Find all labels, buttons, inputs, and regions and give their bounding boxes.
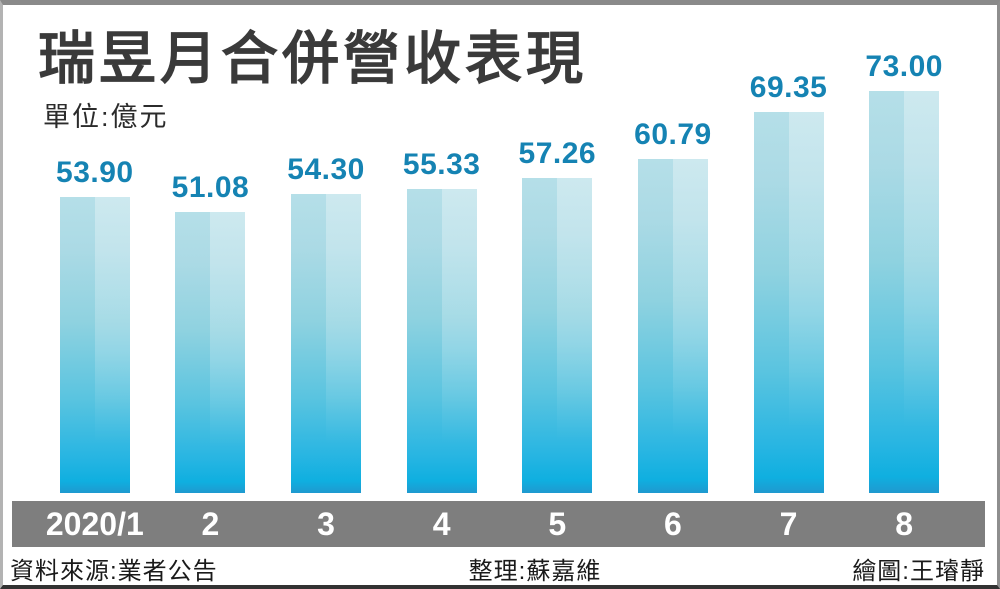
x-axis-label: 5 (548, 505, 567, 542)
bar (753, 112, 824, 493)
bar-column: 55.33 (384, 148, 500, 493)
bar (637, 159, 708, 493)
bar (522, 178, 593, 493)
bar (59, 197, 130, 493)
bar-highlight (94, 197, 130, 458)
x-axis-band: 2020/1 2 3 4 5 6 7 8 (12, 501, 985, 547)
bar-value-label: 57.26 (518, 137, 597, 170)
bar-column: 73.00 (846, 50, 962, 493)
x-axis-label: 6 (664, 505, 682, 542)
x-axis-label: 7 (779, 505, 798, 542)
x-axis-label: 3 (317, 505, 335, 542)
bar (869, 91, 940, 493)
x-axis-label: 8 (895, 505, 914, 542)
bar-highlight (672, 159, 708, 453)
bar-highlight (557, 178, 593, 456)
x-axis-label: 4 (432, 505, 451, 542)
bar-highlight (904, 91, 940, 445)
bar-value-label: 55.33 (402, 148, 481, 181)
chart-title: 瑞昱月合併營收表現 (38, 27, 587, 91)
bar-highlight (210, 212, 246, 460)
x-axis-label: 2020/1 (45, 505, 144, 542)
footer-drawn-by: 繪圖:王璿靜 (852, 557, 985, 585)
bar (291, 194, 362, 493)
bar-value-label: 69.35 (749, 71, 828, 104)
footer-compiled-by: 整理:蘇嘉維 (468, 557, 602, 585)
bar-value-label: 54.30 (287, 153, 365, 186)
footer: 資料來源:業者公告 整理:蘇嘉維 繪圖:王璿靜 (10, 551, 985, 585)
bar-value-label: 53.90 (56, 156, 134, 189)
bar-column: 51.08 (153, 171, 269, 493)
footer-source: 資料來源:業者公告 (10, 557, 218, 585)
x-axis-label: 2 (201, 505, 220, 542)
unit-label: 單位:億元 (43, 102, 169, 132)
bar-value-label: 51.08 (171, 171, 250, 204)
bar-highlight (788, 112, 824, 448)
bar (175, 212, 246, 493)
bar-highlight (441, 189, 477, 457)
bar-column: 54.30 (268, 153, 384, 493)
bar-column: 69.35 (731, 71, 847, 493)
bar-value-label: 60.79 (634, 118, 712, 151)
bar-highlight (326, 194, 362, 458)
bar-chart-area: 53.90 51.08 54.30 55.33 57.26 60.79 69.35 73.00 (12, 50, 985, 493)
bar (406, 189, 477, 493)
bar-column: 53.90 (37, 156, 153, 493)
bar-column: 57.26 (500, 137, 616, 493)
bar-value-label: 73.00 (865, 50, 943, 83)
bar-column: 60.79 (615, 118, 731, 493)
